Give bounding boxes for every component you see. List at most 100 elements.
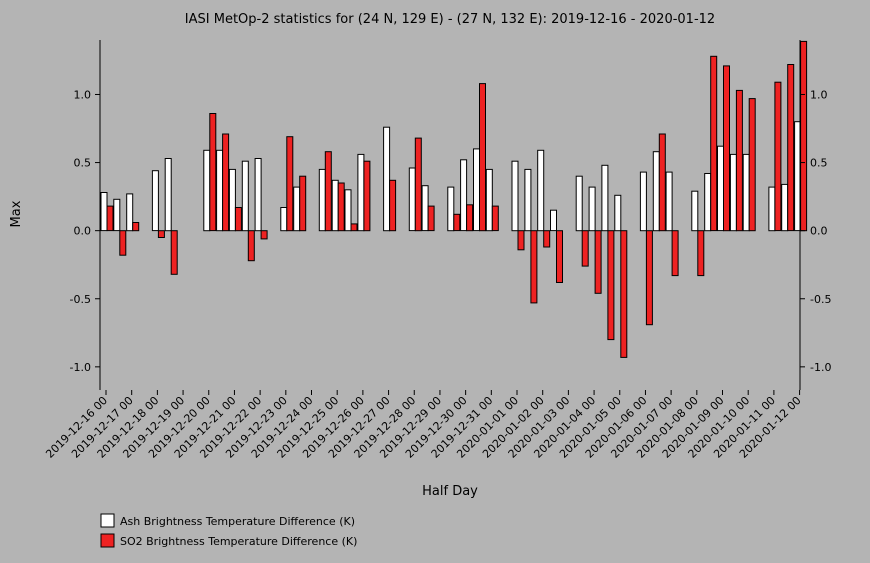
so2-bar-29 <box>479 83 486 232</box>
ash-bar-15 <box>293 186 301 232</box>
ash-bar-17 <box>318 168 326 232</box>
legend-swatch-so2 <box>100 533 115 548</box>
ash-bar-52 <box>768 186 776 232</box>
so2-bar-17 <box>324 151 332 232</box>
so2-bar-24 <box>414 137 422 232</box>
so2-bar-50 <box>748 98 756 232</box>
y-tick-label-left: -0.5 <box>70 293 91 306</box>
so2-bar-32 <box>517 230 525 251</box>
ash-bar-46 <box>691 190 699 232</box>
ash-bar-50 <box>742 153 750 232</box>
so2-bar-25 <box>427 205 435 232</box>
so2-bar-15 <box>299 175 307 232</box>
y-tick-label-left: 0.5 <box>74 157 92 170</box>
so2-bar-1 <box>119 230 127 256</box>
ash-bar-39 <box>601 164 609 232</box>
ash-bar-43 <box>652 151 660 232</box>
so2-bar-10 <box>234 207 242 232</box>
so2-bar-37 <box>581 230 589 267</box>
so2-bar-38 <box>594 230 602 294</box>
so2-bar-19 <box>350 223 358 232</box>
ash-bar-34 <box>537 149 545 232</box>
so2-bar-22 <box>389 179 397 232</box>
so2-bar-18 <box>337 182 345 232</box>
ash-bar-14 <box>280 207 288 232</box>
ash-bar-10 <box>228 168 236 232</box>
ash-bar-49 <box>729 153 737 232</box>
y-tick-label-right: 0.5 <box>810 157 828 170</box>
ash-bar-20 <box>357 153 365 232</box>
ash-bar-48 <box>717 145 724 232</box>
legend: Ash Brightness Temperature Difference (K… <box>100 513 357 548</box>
ash-bar-27 <box>447 186 455 232</box>
so2-bar-34 <box>543 230 551 248</box>
ash-bar-38 <box>588 186 596 232</box>
ash-bar-32 <box>511 160 519 232</box>
so2-bar-42 <box>645 230 653 326</box>
ash-bar-0 <box>100 192 108 232</box>
ash-bar-22 <box>383 126 391 232</box>
ash-bar-33 <box>524 168 532 232</box>
so2-bar-11 <box>247 230 255 262</box>
ash-bar-9 <box>216 149 224 232</box>
so2-bar-27 <box>453 213 461 232</box>
ash-bar-35 <box>550 209 557 232</box>
ash-bar-12 <box>254 158 262 232</box>
so2-bar-4 <box>157 230 165 238</box>
ash-bar-30 <box>485 168 493 232</box>
ash-bar-4 <box>151 170 159 232</box>
so2-bar-52 <box>774 81 782 232</box>
y-axis-label: Max <box>9 200 24 227</box>
so2-bar-30 <box>491 205 499 232</box>
legend-label-ash: Ash Brightness Temperature Difference (K… <box>120 515 355 528</box>
ash-bar-11 <box>241 160 249 232</box>
bars-group <box>100 40 808 358</box>
chart-title: IASI MetOp-2 statistics for (24 N, 129 E… <box>185 12 715 27</box>
ash-bar-19 <box>344 189 352 232</box>
ash-bar-25 <box>421 185 429 232</box>
ash-bar-53 <box>781 183 789 232</box>
so2-bar-2 <box>132 222 140 232</box>
y-tick-label-left: 0.0 <box>74 225 92 238</box>
ash-bar-44 <box>665 171 673 232</box>
so2-bar-14 <box>286 136 294 232</box>
y-tick-label-right: -0.5 <box>810 293 831 306</box>
ash-bar-29 <box>473 148 480 232</box>
y-tick-label-left: -1.0 <box>70 361 91 374</box>
so2-bar-43 <box>658 133 666 232</box>
so2-bar-39 <box>607 230 615 341</box>
legend-label-so2: SO2 Brightness Temperature Difference (K… <box>120 535 357 548</box>
ash-bar-28 <box>460 159 468 232</box>
so2-bar-12 <box>260 230 268 240</box>
so2-bar-46 <box>697 230 705 277</box>
y-tick-label-left: 1.0 <box>74 88 92 101</box>
ash-bar-40 <box>614 194 622 232</box>
ash-bar-5 <box>164 158 172 232</box>
so2-bar-20 <box>363 160 371 232</box>
so2-bar-49 <box>735 89 743 232</box>
so2-bar-54 <box>800 40 808 232</box>
so2-bar-44 <box>671 230 679 277</box>
ash-bar-1 <box>113 198 121 232</box>
y-tick-label-right: 0.0 <box>810 225 828 238</box>
ash-bar-8 <box>203 149 211 232</box>
so2-bar-8 <box>209 113 217 232</box>
so2-bar-9 <box>222 133 230 232</box>
so2-bar-48 <box>723 65 730 232</box>
ash-bar-24 <box>408 167 416 232</box>
ash-bar-47 <box>704 173 712 232</box>
so2-bar-33 <box>530 230 538 304</box>
y-tick-label-right: -1.0 <box>810 361 831 374</box>
x-axis-label: Half Day <box>422 484 478 499</box>
ash-bar-18 <box>331 179 339 232</box>
so2-bar-28 <box>466 204 474 232</box>
so2-bar-35 <box>556 230 563 283</box>
ash-bar-37 <box>575 175 583 232</box>
so2-bar-5 <box>170 230 178 275</box>
so2-bar-40 <box>620 230 628 358</box>
ash-bar-2 <box>126 193 134 232</box>
so2-bar-47 <box>710 55 718 232</box>
y-tick-label-right: 1.0 <box>810 88 828 101</box>
